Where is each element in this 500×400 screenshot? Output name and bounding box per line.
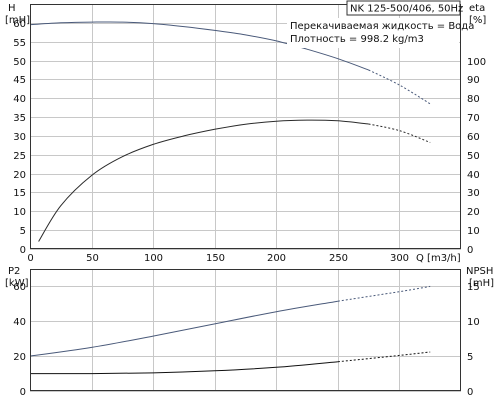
y-left-tick-label: 40	[13, 94, 26, 105]
npsh-curve	[29, 361, 338, 375]
y-right-tick-label: 30	[467, 188, 480, 199]
y-left-tick-label: 30	[13, 132, 26, 143]
y-right-tick-label: 0	[467, 245, 473, 256]
y-left-tick-label: 40	[13, 317, 26, 328]
y-left-tick-label: 60	[13, 19, 26, 30]
y-right-tick-label: 70	[467, 113, 480, 124]
plot-frame	[30, 4, 461, 249]
y-right-tick-label: 60	[467, 132, 480, 143]
y-left-tick-label: 60	[13, 282, 26, 293]
power-npsh-chart: 0 20 40 60 0 5 10 15 P2[kW] NPSH[mH]	[5, 266, 494, 398]
legend-line-fluid: Перекачиваемая жидкость = Вода	[290, 21, 474, 32]
efficiency-curve-extrapolated	[368, 123, 431, 143]
legend-box: NK 125-500/406, 50Hz Перекачиваемая жидк…	[287, 0, 474, 48]
plot-background	[30, 269, 461, 391]
y-right-axis-unit: [mH]	[469, 278, 494, 289]
chart-title: NK 125-500/406, 50Hz	[350, 4, 463, 15]
legend-line-density: Плотность = 998.2 kg/m3	[290, 34, 424, 45]
y-left-tick-label: 0	[20, 245, 26, 256]
y-right-tick-label: 5	[467, 352, 473, 363]
y-right-tick-label: 80	[467, 94, 480, 105]
y-left-axis-unit: [mH]	[5, 15, 30, 26]
y-left-tick-label: 0	[20, 387, 26, 398]
y-left-tick-label: 45	[13, 75, 26, 86]
y-left-tick-label: 20	[13, 170, 26, 181]
legend-background	[287, 18, 459, 48]
y-left-tick-label: 10	[13, 207, 26, 218]
title-box	[346, 0, 461, 16]
y-right-tick-label: 10	[467, 226, 480, 237]
y-left-axis-unit: [kW]	[5, 278, 29, 289]
x-tick-label: 200	[267, 253, 286, 264]
y-right-tick-label: 10	[467, 317, 480, 328]
y-right-tick-label: 20	[467, 207, 480, 218]
x-tick-label: 250	[329, 253, 348, 264]
efficiency-curve	[38, 119, 369, 242]
y-right-tick-label: 40	[467, 170, 480, 181]
y-left-axis-label: P2	[8, 266, 20, 277]
x-tick-label: 300	[390, 253, 409, 264]
x-tick-label: 0	[27, 253, 33, 264]
y-left-tick-label: 15	[13, 188, 26, 199]
y-right-tick-label: 50	[467, 151, 480, 162]
y-left-tick-label: 50	[13, 57, 26, 68]
y-right-tick-label: 15	[467, 282, 480, 293]
x-tick-label: 100	[144, 253, 163, 264]
power-curve	[29, 300, 338, 357]
y-right-tick-label: 0	[467, 387, 473, 398]
y-right-tick-label: 90	[467, 75, 480, 86]
y-left-tick-label: 25	[13, 151, 26, 162]
y-right-axis-label: NPSH	[466, 266, 493, 277]
x-tick-label: 150	[206, 253, 225, 264]
y-right-axis-label: eta	[469, 3, 485, 14]
x-tick-label: 50	[86, 253, 99, 264]
y-left-tick-label: 5	[20, 226, 26, 237]
y-right-tick-label: 100	[467, 57, 486, 68]
npsh-curve-extrapolated	[337, 351, 431, 363]
head-curve	[29, 21, 369, 71]
y-left-tick-label: 55	[13, 38, 26, 49]
y-right-axis-unit: [%]	[469, 15, 486, 26]
y-left-tick-label: 20	[13, 352, 26, 363]
x-axis-label: Q [m3/h]	[416, 253, 461, 264]
plot-frame	[30, 269, 461, 391]
y-left-axis-label: H	[8, 3, 16, 14]
y-left-tick-label: 35	[13, 113, 26, 124]
